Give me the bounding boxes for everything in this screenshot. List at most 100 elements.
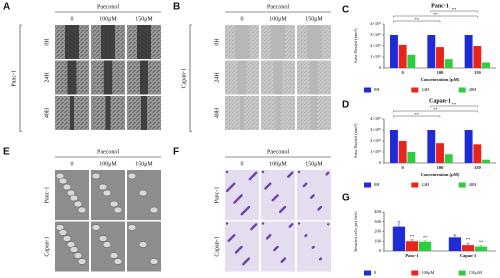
cell	[102, 241, 112, 248]
x-axis-label: Concentration (μM)	[421, 77, 460, 82]
bar	[474, 246, 488, 251]
wound-gap	[105, 96, 111, 130]
x-axis-label: Concentration (μM)	[421, 172, 460, 177]
stained-cell	[233, 201, 236, 204]
bar	[418, 241, 432, 251]
column-label: 0	[71, 16, 74, 22]
y-tick-label: 3×10⁵	[370, 127, 381, 132]
x-tick-label: 0	[402, 70, 405, 75]
x-tick-label: 150	[474, 70, 482, 75]
stained-cell	[304, 234, 307, 238]
legend-swatch	[364, 270, 371, 276]
bar	[448, 237, 462, 251]
bracket	[189, 24, 192, 132]
bar	[407, 54, 416, 68]
significance-label: **	[410, 234, 415, 239]
cell-line-label: Capan-1	[181, 68, 187, 88]
y-tick-label: 0	[379, 160, 382, 165]
stained-cell	[271, 199, 274, 202]
y-tick-label: 4×10⁵	[370, 116, 381, 121]
wound-gap	[137, 25, 151, 59]
x-tick-label: 100	[437, 70, 445, 75]
stained-cell	[318, 258, 322, 261]
y-tick-label: 100	[374, 238, 382, 243]
significance-label: **	[452, 102, 457, 107]
wound-gap	[235, 25, 249, 59]
significance-label: **	[433, 12, 438, 17]
wound-gap	[273, 60, 283, 95]
treatment-label: Paeconol	[267, 149, 289, 155]
bar	[392, 226, 406, 251]
stained-cell	[311, 246, 314, 249]
y-axis-label: Area Healed (mm²)	[353, 28, 358, 64]
y-tick-label: 0	[379, 65, 382, 70]
significance-label: **	[479, 240, 484, 245]
panel-label: G	[342, 193, 350, 204]
legend-label: 150μM	[469, 270, 482, 275]
legend-swatch	[411, 182, 419, 188]
error-bar	[423, 240, 427, 242]
significance-bracket	[393, 110, 478, 113]
stained-cell	[242, 263, 245, 266]
cell	[73, 252, 83, 259]
legend-swatch	[458, 182, 466, 188]
row-label: Panc-1	[44, 187, 50, 204]
y-tick-label: 2×10⁵	[370, 138, 381, 143]
column-label: 100μM	[99, 16, 117, 22]
row-label: Capan-1	[44, 236, 50, 256]
significance-bracket	[393, 20, 441, 23]
stained-cell	[273, 248, 276, 252]
panel-label: C	[342, 5, 349, 16]
bar	[436, 47, 444, 68]
row-label: 24H	[214, 72, 220, 83]
stained-cell	[317, 208, 320, 211]
column-label: 100μM	[269, 16, 287, 22]
x-tick-label: Capan-1	[460, 253, 477, 258]
panel-label: E	[3, 147, 10, 158]
treatment-label: Paeconol	[97, 149, 119, 155]
bar	[482, 62, 490, 68]
bar	[398, 141, 407, 163]
legend-label: 0H	[374, 182, 380, 187]
wound-gap	[237, 60, 247, 95]
column-label: 0	[241, 161, 244, 167]
x-tick-label: 0	[402, 165, 405, 170]
cell	[113, 206, 123, 214]
stained-cell	[261, 170, 265, 174]
legend-label: 24H	[421, 182, 430, 187]
stained-cell	[297, 222, 301, 225]
legend-swatch	[411, 270, 419, 276]
stained-cell	[225, 189, 229, 193]
chart-title: Panc-1	[431, 3, 449, 9]
cell	[109, 252, 119, 259]
row-label: 24H	[44, 72, 50, 83]
significance-label: **	[452, 7, 457, 12]
y-axis-label: Invaded cells per field	[353, 211, 358, 252]
legend-swatch	[458, 87, 466, 93]
cell	[127, 172, 137, 180]
stained-cell	[327, 223, 330, 226]
y-tick-label: 1×10⁵	[370, 54, 381, 59]
cell	[58, 177, 68, 185]
treatment-label: Paeconol	[97, 4, 119, 10]
column-label: 0	[241, 16, 244, 22]
cell	[62, 235, 72, 242]
y-tick-label: 4×10⁵	[370, 21, 381, 26]
cell	[127, 224, 137, 231]
bar	[464, 130, 473, 163]
cell	[62, 183, 72, 191]
row-label: Panc-1	[214, 187, 220, 204]
wound-gap	[67, 60, 77, 95]
stained-cell	[240, 213, 243, 216]
column-label: 100μM	[269, 161, 287, 167]
wound-gap	[240, 96, 244, 130]
cell	[58, 229, 68, 236]
cell	[113, 258, 123, 265]
bar	[444, 154, 453, 163]
error-bar	[410, 239, 414, 242]
bar	[390, 130, 398, 163]
cell	[98, 183, 108, 191]
error-bar	[453, 234, 457, 238]
stained-cell	[288, 225, 291, 228]
